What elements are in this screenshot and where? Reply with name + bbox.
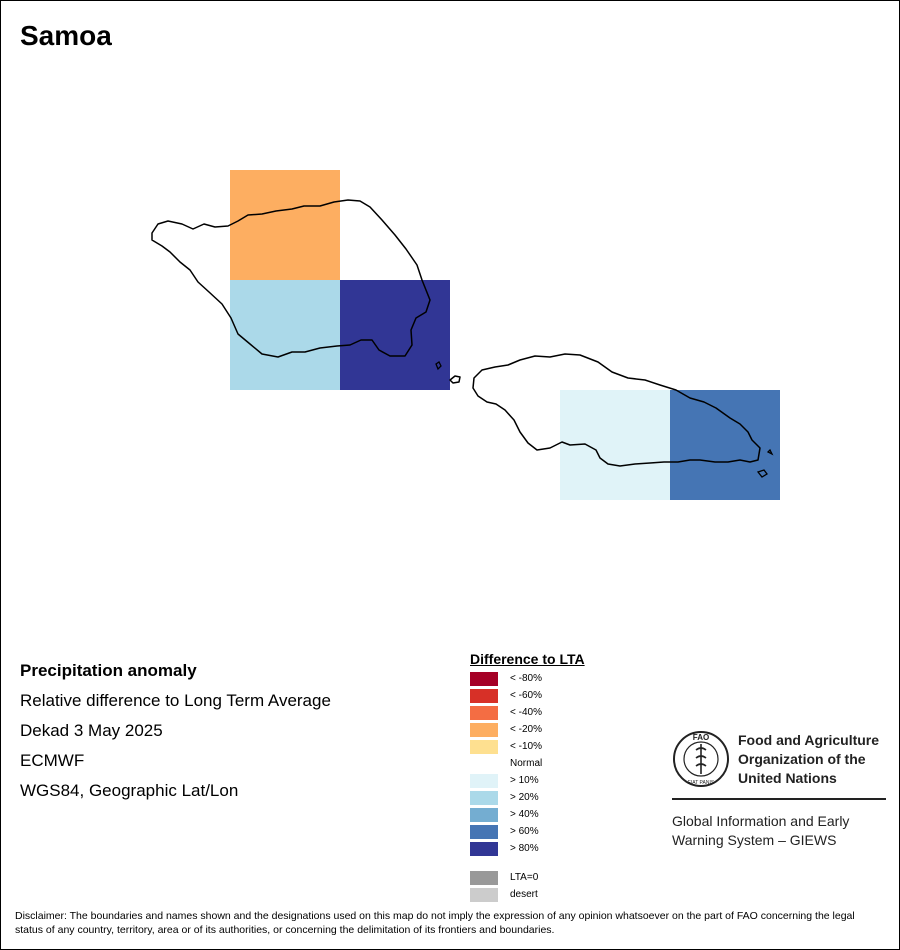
- legend-swatch: [470, 756, 498, 771]
- legend-swatch: [470, 824, 498, 839]
- info-line-2: Dekad 3 May 2025: [20, 721, 163, 740]
- legend-label: < -10%: [510, 741, 542, 752]
- legend-swatch: [470, 870, 498, 885]
- info-line-3: ECMWF: [20, 751, 85, 770]
- savaii-islet: [435, 361, 442, 371]
- legend-extra-items: LTA=0 desert: [470, 869, 670, 903]
- legend-item: LTA=0: [470, 869, 670, 886]
- legend-item: > 60%: [470, 823, 670, 840]
- fao-org-line-1: Food and Agriculture: [738, 731, 880, 748]
- legend-items: < -80% < -60% < -40% < -20% < -10% Normal > 10…: [470, 670, 670, 857]
- fao-logo-block: FAO FIAT PANIS Food and Agriculture Orga…: [672, 730, 888, 850]
- legend-swatch: [470, 841, 498, 856]
- legend-label: > 60%: [510, 826, 539, 837]
- legend-swatch: [470, 705, 498, 720]
- legend-label: > 10%: [510, 775, 539, 786]
- legend-label: LTA=0: [510, 872, 539, 883]
- legend-item: Normal: [470, 755, 670, 772]
- map-canvas: [151, 170, 780, 500]
- legend-item: < -60%: [470, 687, 670, 704]
- legend-item: > 20%: [470, 789, 670, 806]
- legend-title: Difference to LTA: [470, 651, 585, 667]
- legend-item: > 80%: [470, 840, 670, 857]
- legend-label: < -60%: [510, 690, 542, 701]
- legend-label: > 20%: [510, 792, 539, 803]
- legend-label: desert: [510, 889, 538, 900]
- legend-label: > 80%: [510, 843, 539, 854]
- legend-label: > 40%: [510, 809, 539, 820]
- disclaimer: Disclaimer: The boundaries and names sho…: [15, 910, 855, 936]
- fao-org-name: Food and Agriculture Organization of the…: [738, 731, 879, 788]
- map-info: Precipitation anomaly Relative differenc…: [20, 656, 331, 806]
- legend-swatch: [470, 739, 498, 754]
- legend-swatch: [470, 887, 498, 902]
- upolu-island-outline: [449, 353, 761, 467]
- fao-org-line-3: United Nations: [738, 769, 837, 786]
- legend-swatch: [470, 790, 498, 805]
- legend-item: desert: [470, 886, 670, 903]
- upolu-islet: [756, 448, 774, 478]
- legend-swatch: [470, 722, 498, 737]
- legend-item: < -80%: [470, 670, 670, 687]
- legend-item: < -10%: [470, 738, 670, 755]
- info-line-4: WGS84, Geographic Lat/Lon: [20, 781, 239, 800]
- legend: Difference to LTA < -80% < -60% < -40% < -2…: [470, 651, 670, 903]
- anomaly-cell: [230, 280, 340, 390]
- fao-seal-icon: FAO FIAT PANIS: [673, 731, 729, 787]
- legend-label: Normal: [510, 758, 543, 769]
- legend-swatch: [470, 807, 498, 822]
- fao-org-line-2: Organization of the: [738, 750, 866, 767]
- info-line-1: Relative difference to Long Term Average: [20, 691, 331, 710]
- legend-item: > 10%: [470, 772, 670, 789]
- legend-swatch: [470, 773, 498, 788]
- anomaly-cell: [230, 170, 340, 280]
- anomaly-cell: [340, 280, 450, 390]
- savaii-island-outline: [151, 199, 431, 358]
- fao-divider: [672, 798, 886, 800]
- giews-name: Global Information and Early Warning Sys…: [672, 812, 888, 850]
- fao-seal-text: FAO: [693, 733, 709, 742]
- legend-swatch: [470, 688, 498, 703]
- legend-label: < -20%: [510, 724, 542, 735]
- legend-swatch: [470, 671, 498, 686]
- giews-line-2: Warning System – GIEWS: [672, 832, 837, 848]
- legend-label: < -40%: [510, 707, 542, 718]
- giews-line-1: Global Information and Early: [672, 813, 850, 829]
- legend-item: < -40%: [470, 704, 670, 721]
- map-title: Samoa: [20, 20, 112, 51]
- anomaly-cell: [670, 390, 780, 500]
- legend-item: > 40%: [470, 806, 670, 823]
- legend-label: < -80%: [510, 673, 542, 684]
- legend-item: < -20%: [470, 721, 670, 738]
- info-heading: Precipitation anomaly: [20, 661, 197, 680]
- fao-seal-motto: FIAT PANIS: [688, 780, 715, 786]
